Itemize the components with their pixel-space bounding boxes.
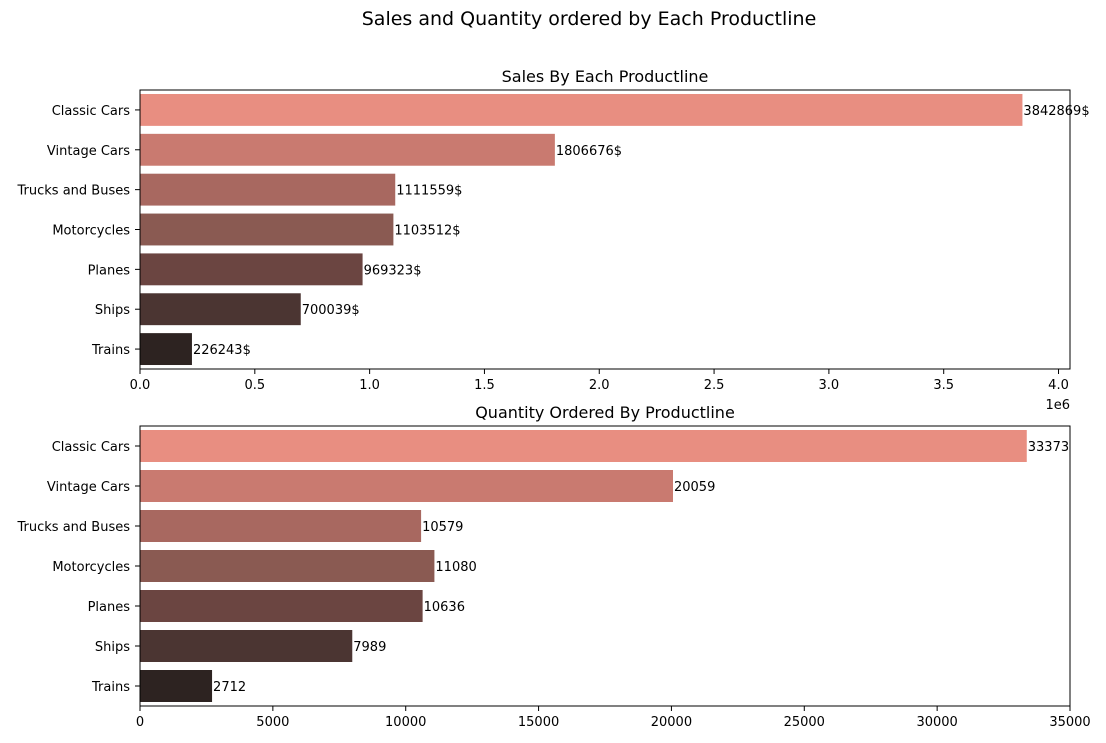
bar-vintage-cars [140, 470, 673, 502]
bar-value-label: 1806676$ [556, 144, 622, 159]
x-offset-label: 1e6 [1045, 398, 1070, 413]
bar-value-label: 10579 [422, 520, 463, 535]
y-tick-label: Vintage Cars [47, 144, 130, 159]
chart-panel-2: Quantity Ordered By Productline 33373 Clas… [17, 403, 1091, 730]
y-tick-label: Planes [88, 600, 131, 615]
x-tick-label: 4.0 [1048, 378, 1069, 393]
x-tick-label: 0.0 [130, 378, 151, 393]
bar-value-label: 33373 [1028, 440, 1069, 455]
y-tick-label: Planes [88, 263, 131, 278]
x-tick-label: 2.5 [704, 378, 725, 393]
x-tick-label: 30000 [916, 715, 957, 730]
bar-value-label: 20059 [674, 480, 715, 495]
bar-classic-cars [140, 93, 1023, 126]
x-tick-label: 25000 [784, 715, 825, 730]
x-tick-label: 20000 [651, 715, 692, 730]
bar-classic-cars [140, 430, 1027, 462]
x-tick-label: 0.5 [244, 378, 265, 393]
bar-value-label: 1103512$ [394, 224, 460, 239]
y-tick-label: Motorcycles [52, 224, 130, 239]
y-tick-label: Classic Cars [52, 440, 130, 455]
bar-value-label: 700039$ [302, 303, 360, 318]
chart-panel-1: Sales By Each Productline 3842869$ Classic… [17, 67, 1090, 413]
bar-motorcycles [140, 213, 394, 246]
x-tick-label: 1.5 [474, 378, 495, 393]
bar-value-label: 3842869$ [1023, 104, 1089, 119]
bar-ships [140, 293, 301, 326]
bar-trucks-and-buses [140, 173, 396, 206]
bar-value-label: 226243$ [193, 343, 251, 358]
chart-title: Sales By Each Productline [502, 67, 709, 86]
bar-value-label: 2712 [213, 680, 246, 695]
axes-frame [139, 89, 1071, 370]
y-tick-label: Trucks and Buses [17, 184, 131, 199]
x-tick-label: 3.0 [819, 378, 840, 393]
axes-frame [139, 425, 1071, 707]
y-tick-label: Trains [91, 680, 130, 695]
figure-title: Sales and Quantity ordered by Each Produ… [362, 8, 817, 30]
bar-trains [140, 670, 213, 702]
y-tick-label: Ships [95, 303, 130, 318]
y-tick-label: Ships [95, 640, 130, 655]
chart-title: Quantity Ordered By Productline [475, 403, 735, 422]
y-tick-label: Trucks and Buses [17, 520, 131, 535]
bar-ships [140, 630, 353, 662]
y-tick-label: Motorcycles [52, 560, 130, 575]
bar-planes [140, 253, 363, 286]
bar-value-label: 11080 [435, 560, 476, 575]
y-tick-label: Classic Cars [52, 104, 130, 119]
x-tick-label: 2.0 [589, 378, 610, 393]
y-tick-label: Trains [91, 343, 130, 358]
bar-value-label: 7989 [353, 640, 386, 655]
x-tick-label: 0 [136, 715, 144, 730]
x-tick-label: 3.5 [933, 378, 954, 393]
x-tick-label: 35000 [1049, 715, 1090, 730]
bar-value-label: 969323$ [364, 263, 422, 278]
x-tick-label: 5000 [256, 715, 289, 730]
bar-value-label: 10636 [424, 600, 465, 615]
bar-motorcycles [140, 550, 435, 582]
x-tick-label: 15000 [518, 715, 559, 730]
bar-trucks-and-buses [140, 510, 422, 542]
x-tick-label: 1.0 [359, 378, 380, 393]
bar-value-label: 1111559$ [396, 184, 462, 199]
bar-planes [140, 590, 423, 622]
y-tick-label: Vintage Cars [47, 480, 130, 495]
x-tick-label: 10000 [385, 715, 426, 730]
bar-vintage-cars [140, 133, 555, 166]
bar-trains [140, 333, 192, 366]
